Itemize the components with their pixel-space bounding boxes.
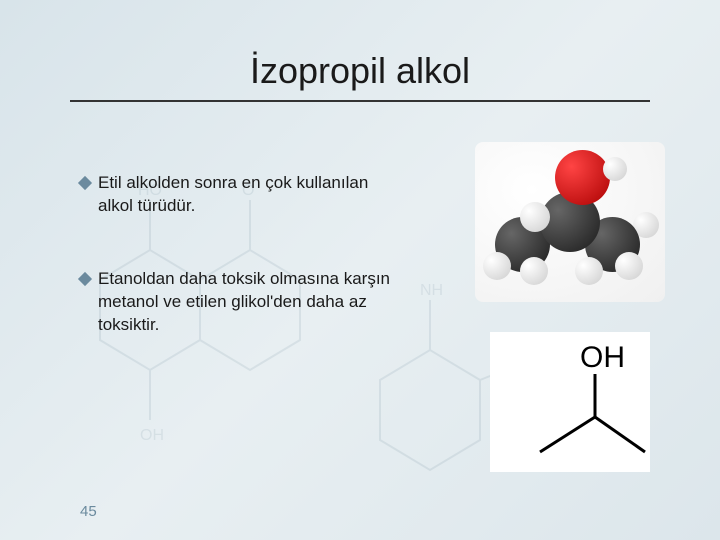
hydrogen-atom — [615, 252, 643, 280]
molecule-3d-model — [475, 142, 665, 302]
bullet-text: Etanoldan daha toksik olmasına karşın me… — [98, 268, 400, 337]
formula-oh-label: OH — [580, 341, 625, 374]
hydrogen-atom — [603, 157, 627, 181]
hydrogen-atom — [520, 257, 548, 285]
content-row: Etil alkolden sonra en çok kullanılan al… — [40, 142, 680, 472]
oxygen-atom — [555, 150, 610, 205]
hydrogen-atom — [520, 202, 550, 232]
diamond-icon — [78, 176, 92, 190]
bullet-item: Etil alkolden sonra en çok kullanılan al… — [80, 172, 400, 218]
bullet-item: Etanoldan daha toksik olmasına karşın me… — [80, 268, 400, 337]
page-number: 45 — [80, 503, 97, 520]
hydrogen-atom — [575, 257, 603, 285]
text-column: Etil alkolden sonra en çok kullanılan al… — [40, 142, 440, 472]
page-title: İzopropil alkol — [40, 50, 680, 92]
bullet-text: Etil alkolden sonra en çok kullanılan al… — [98, 172, 400, 218]
structural-formula: OH — [490, 332, 650, 472]
diamond-icon — [78, 272, 92, 286]
image-column: OH — [460, 142, 680, 472]
hydrogen-atom — [483, 252, 511, 280]
title-divider — [70, 100, 650, 102]
